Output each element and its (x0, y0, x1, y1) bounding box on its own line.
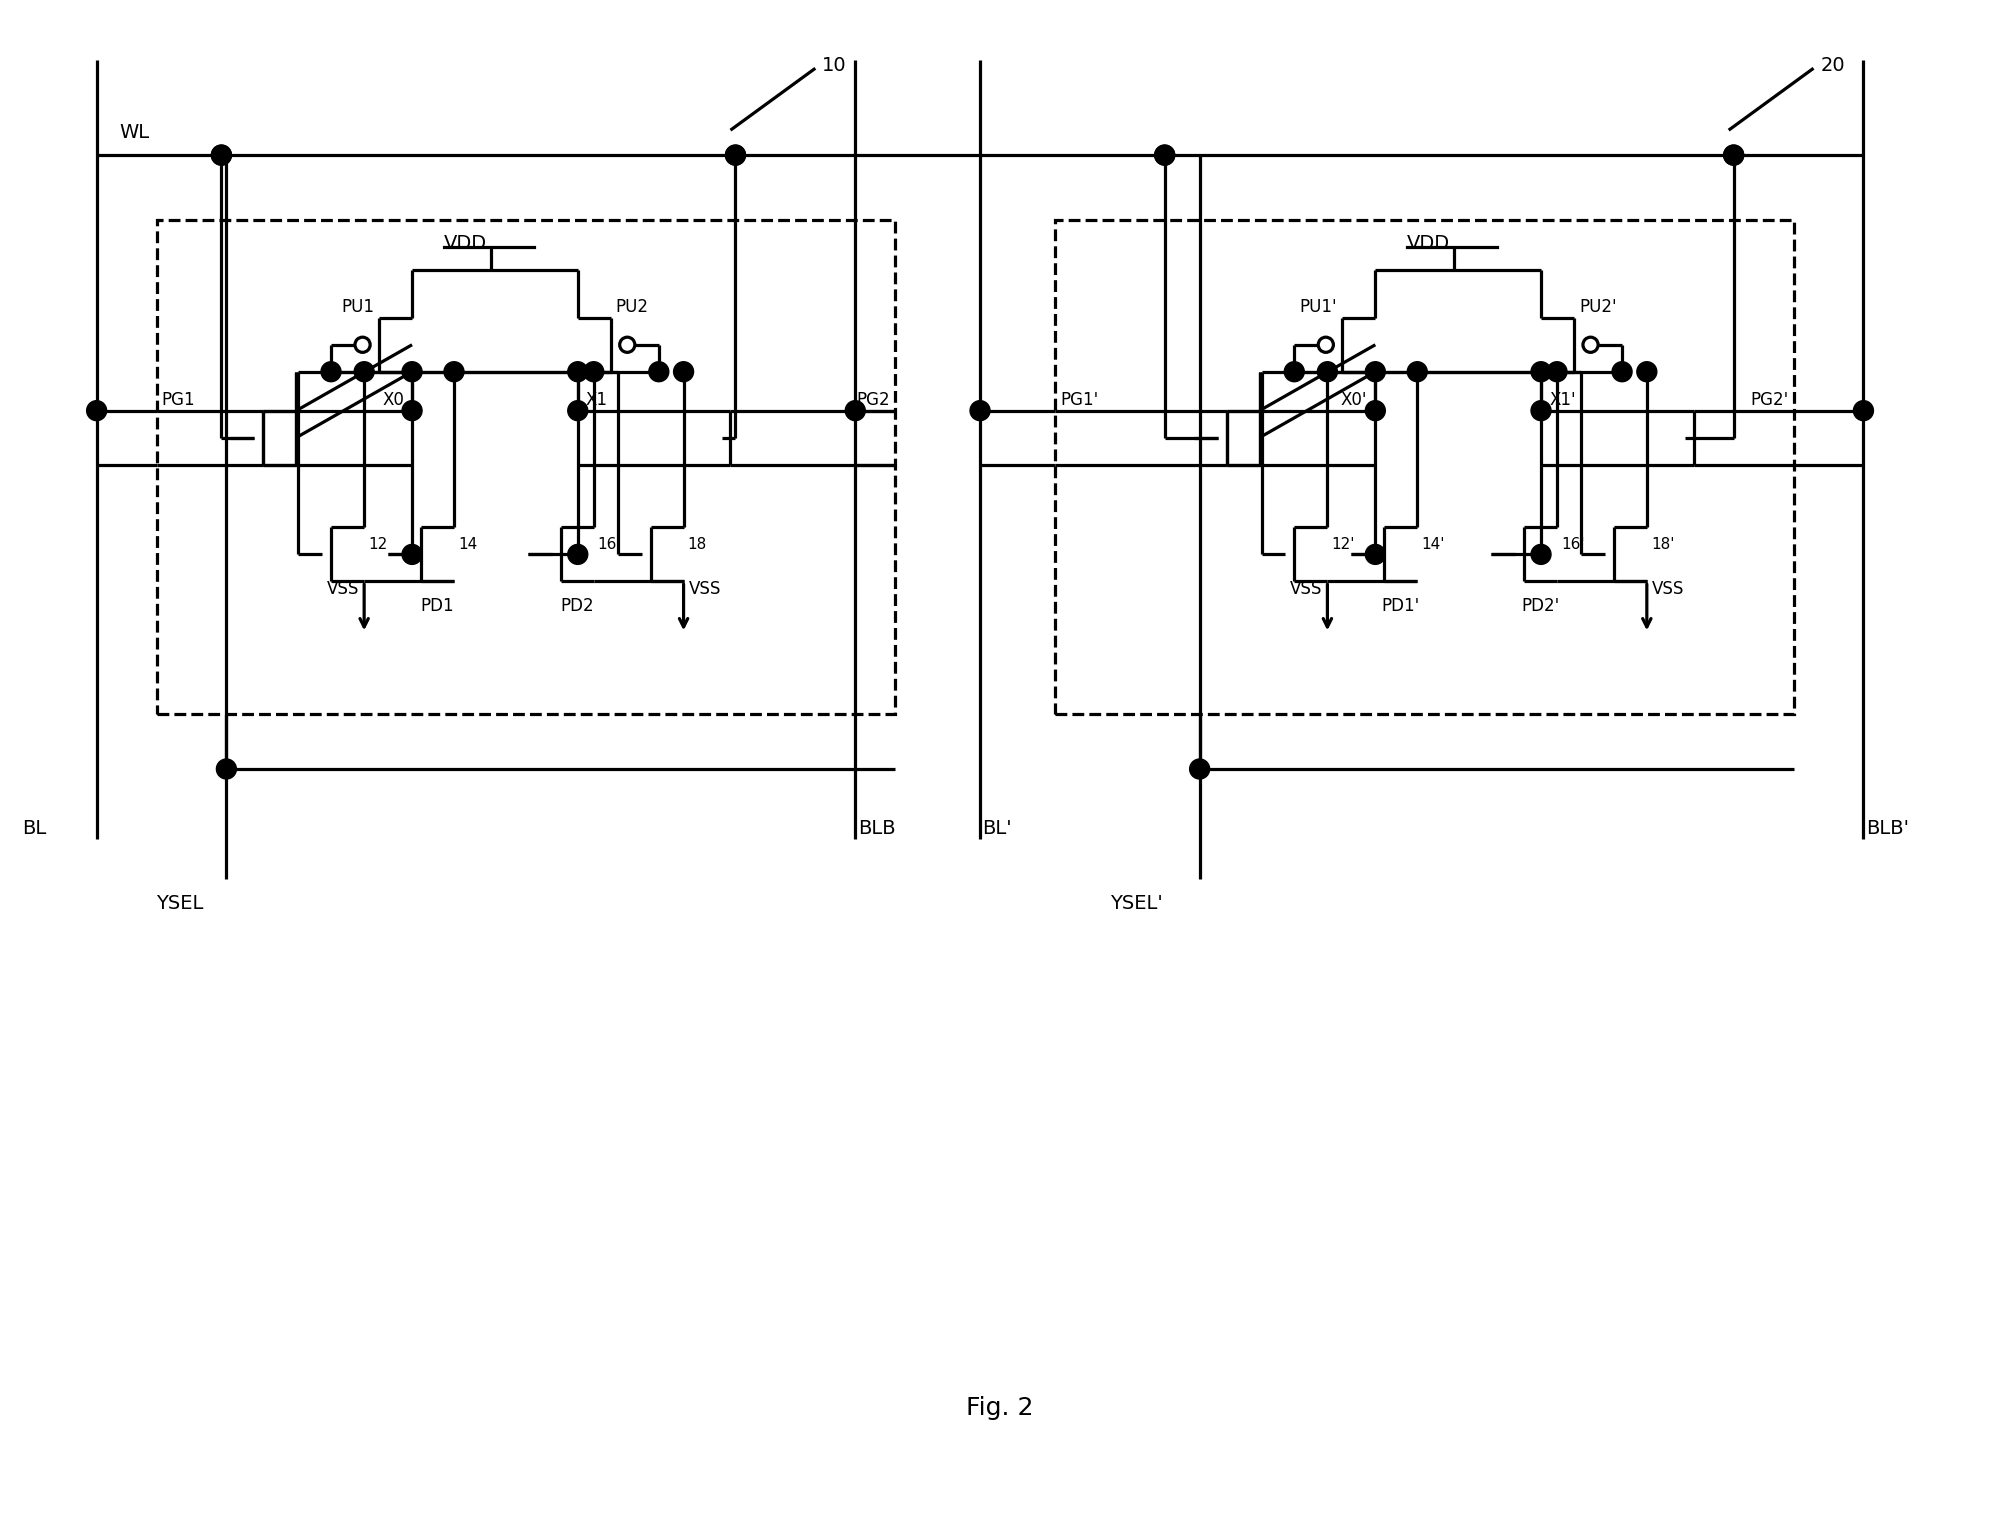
Circle shape (1854, 400, 1874, 420)
Text: PD2': PD2' (1522, 597, 1560, 616)
Circle shape (1318, 362, 1338, 382)
Circle shape (1636, 362, 1656, 382)
Circle shape (1532, 362, 1552, 382)
Text: PU2': PU2' (1578, 299, 1616, 315)
Bar (1054, 220, 1794, 714)
Text: YSEL': YSEL' (1110, 894, 1162, 913)
Text: 18: 18 (688, 537, 706, 553)
Text: PG2': PG2' (1750, 391, 1788, 409)
Circle shape (322, 362, 340, 382)
Text: X1: X1 (586, 391, 608, 409)
Bar (156, 220, 896, 714)
Circle shape (1532, 400, 1552, 420)
Text: X1': X1' (1550, 391, 1576, 409)
Text: 12: 12 (368, 537, 388, 553)
Circle shape (726, 145, 746, 165)
Circle shape (86, 400, 106, 420)
Circle shape (402, 545, 422, 565)
Text: VSS: VSS (1290, 580, 1322, 599)
Text: YSEL: YSEL (156, 894, 204, 913)
Text: VSS: VSS (688, 580, 720, 599)
Circle shape (354, 362, 374, 382)
Circle shape (1724, 145, 1744, 165)
Circle shape (674, 362, 694, 382)
Text: PG1': PG1' (1060, 391, 1098, 409)
Text: BL: BL (22, 819, 46, 839)
Circle shape (1366, 545, 1386, 565)
Circle shape (1154, 145, 1174, 165)
Text: PD2: PD2 (560, 597, 594, 616)
Circle shape (568, 362, 588, 382)
Circle shape (1612, 362, 1632, 382)
Text: X0: X0 (382, 391, 404, 409)
Text: BL': BL' (982, 819, 1012, 839)
Text: WL: WL (120, 123, 150, 142)
Circle shape (402, 400, 422, 420)
Circle shape (212, 145, 232, 165)
Circle shape (1284, 362, 1304, 382)
Text: VDD: VDD (1408, 234, 1450, 254)
Circle shape (846, 400, 866, 420)
Circle shape (1408, 362, 1428, 382)
Text: PU1: PU1 (342, 299, 374, 315)
Text: 16: 16 (598, 537, 618, 553)
Text: BLB': BLB' (1866, 819, 1910, 839)
Circle shape (444, 362, 464, 382)
Circle shape (1154, 145, 1174, 165)
Circle shape (1366, 400, 1386, 420)
Circle shape (568, 545, 588, 565)
Text: VSS: VSS (1652, 580, 1684, 599)
Text: PD1: PD1 (420, 597, 454, 616)
Text: PG2: PG2 (856, 391, 890, 409)
Circle shape (216, 759, 236, 779)
Text: PG1: PG1 (162, 391, 196, 409)
Text: BLB: BLB (858, 819, 896, 839)
Text: 10: 10 (822, 55, 846, 75)
Text: 14': 14' (1422, 537, 1444, 553)
Circle shape (970, 400, 990, 420)
Circle shape (212, 145, 232, 165)
Text: 16': 16' (1560, 537, 1584, 553)
Text: VDD: VDD (444, 234, 488, 254)
Text: PU2: PU2 (616, 299, 648, 315)
Circle shape (402, 362, 422, 382)
Text: VSS: VSS (326, 580, 360, 599)
Text: PD1': PD1' (1382, 597, 1420, 616)
Text: Fig. 2: Fig. 2 (966, 1396, 1034, 1420)
Circle shape (648, 362, 668, 382)
Text: 20: 20 (1820, 55, 1846, 75)
Text: 14: 14 (458, 537, 478, 553)
Circle shape (1724, 145, 1744, 165)
Circle shape (568, 400, 588, 420)
Text: 18': 18' (1650, 537, 1674, 553)
Circle shape (1190, 759, 1210, 779)
Text: X0': X0' (1340, 391, 1368, 409)
Text: 12': 12' (1332, 537, 1354, 553)
Circle shape (1366, 362, 1386, 382)
Circle shape (726, 145, 746, 165)
Text: PU1': PU1' (1300, 299, 1338, 315)
Circle shape (1532, 545, 1552, 565)
Circle shape (584, 362, 604, 382)
Circle shape (1548, 362, 1566, 382)
